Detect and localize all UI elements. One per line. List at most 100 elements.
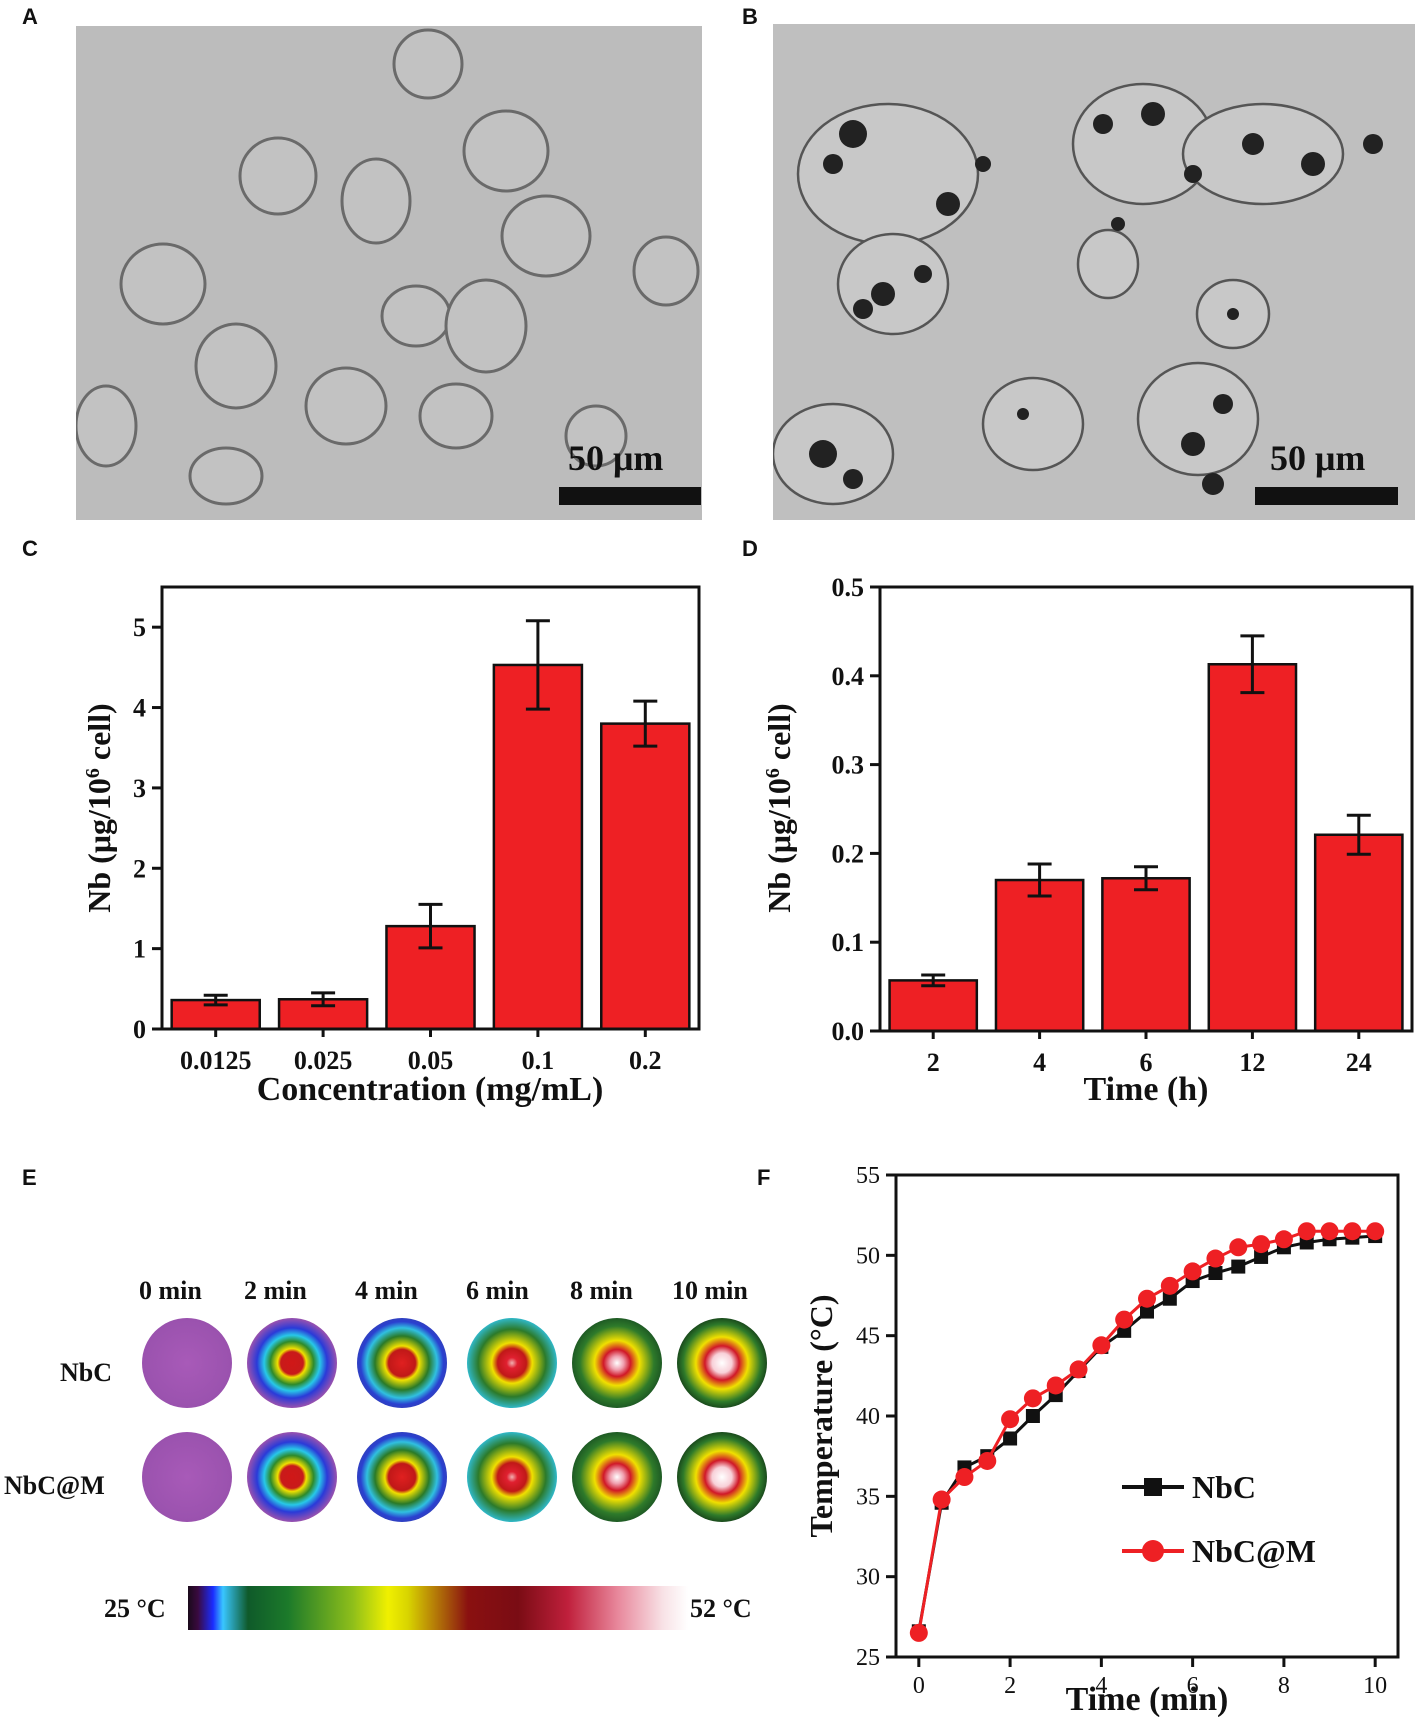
f-point-1-10 [1138, 1289, 1156, 1308]
chart-d-ylabel: Nb (μg/106 cell) [761, 703, 797, 912]
f-point-0-10 [1140, 1304, 1154, 1319]
c-ytick-label-3: 3 [133, 774, 146, 803]
chart-c-xlabel: Concentration (mg/mL) [257, 1071, 604, 1108]
chart-d-ylabel-tail: cell) [761, 703, 797, 768]
chart-f-frame [894, 1173, 1400, 1659]
panel-letter-f: F [757, 1165, 771, 1190]
c-ytick-label-5: 5 [133, 613, 146, 642]
chart-c: 0 1 2 3 4 5 0.0125 0.025 0.05 0.1 0.2 Concentrati… [81, 585, 701, 1108]
f-ytick-label-1: 30 [856, 1565, 880, 1591]
c-ytick-label-2: 2 [133, 854, 146, 883]
f-point-0-11 [1162, 1291, 1177, 1306]
chart-c-ylabel: Nb (μg/106 cell) [81, 703, 117, 912]
thermal-row-nbc [142, 1318, 767, 1408]
d-ytick-label-5: 0.5 [832, 573, 865, 602]
c-xtick-label-4: 0.2 [629, 1046, 662, 1075]
f-point-0-15 [1254, 1249, 1269, 1264]
chart-f-yticks-group: 25 30 35 40 45 50 55 [856, 1163, 896, 1671]
d-ytick-label-1: 0.1 [832, 928, 865, 957]
thermal-row-nbc-m [142, 1432, 767, 1522]
chart-f-xlabel: Time (min) [1066, 1681, 1229, 1717]
f-point-1-16 [1274, 1230, 1293, 1249]
f-ytick-label-0: 25 [856, 1645, 880, 1671]
chart-d-yticks-group: 0.0 0.1 0.2 0.3 0.4 0.5 [832, 573, 880, 1046]
f-point-1-4 [1001, 1410, 1020, 1429]
chart-d-frame [878, 585, 1414, 1033]
chart-c-frame [160, 585, 701, 1031]
c-errorbar-4 [633, 699, 658, 748]
f-ytick-label-2: 35 [856, 1484, 880, 1510]
row-label-nbc-m: NbC@M [4, 1471, 105, 1500]
f-point-1-9 [1115, 1310, 1134, 1329]
thermal-wells [142, 1318, 767, 1522]
time-label-4: 4 min [355, 1276, 418, 1305]
d-xtick-label-1: 4 [1033, 1048, 1046, 1077]
d-bar-4 [1313, 833, 1404, 1033]
micrograph-a [76, 26, 702, 520]
d-xtick-label-3: 12 [1239, 1048, 1265, 1077]
chart-f-series-group [909, 1222, 1385, 1642]
f-legend-label-1: NbC@M [1192, 1533, 1316, 1569]
row-label-nbc: NbC [60, 1358, 113, 1387]
c-bar-4 [600, 722, 691, 1031]
f-ytick-label-5: 50 [856, 1243, 880, 1269]
d-errorbar-4 [1346, 813, 1371, 856]
c-errorbar-2 [418, 902, 443, 950]
f-point-1-18 [1320, 1222, 1339, 1241]
f-point-1-8 [1092, 1336, 1111, 1355]
chart-d-bars-group [888, 663, 1404, 1033]
d-bar-2 [1101, 877, 1191, 1033]
f-point-1-2 [955, 1468, 974, 1487]
f-point-1-14 [1229, 1238, 1248, 1257]
chart-d-xlabel: Time (h) [1084, 1071, 1209, 1108]
panel-letter-e: E [22, 1165, 37, 1190]
time-label-0: 0 min [139, 1276, 202, 1305]
c-ytick-label-1: 1 [133, 935, 146, 964]
chart-d: 0.00.10.20.30.40.5 2 4 6 12 24 Time (h) Nb (… [761, 573, 1414, 1108]
f-xtick-label-2: 4 [1095, 1673, 1107, 1699]
chart-d-xticks-group: 2 4 6 12 24 [927, 1031, 1372, 1077]
f-legend-item-0: NbC [1122, 1469, 1256, 1505]
f-ytick-label-6: 55 [856, 1163, 880, 1189]
c-errorbar-1 [311, 991, 336, 1008]
d-ytick-label-0: 0.0 [832, 1017, 865, 1046]
scale-bar-a [559, 487, 701, 505]
scale-bar-b [1255, 487, 1398, 505]
chart-c-bars-group [170, 663, 691, 1031]
panel-letter-c: C [22, 536, 38, 561]
panel-letter-d: D [742, 536, 758, 561]
f-point-1-3 [978, 1451, 997, 1470]
f-ytick-label-3: 40 [856, 1404, 880, 1430]
f-legend-label-0: NbC [1192, 1469, 1256, 1505]
micrograph-b [773, 24, 1415, 520]
f-legend-item-1: NbC@M [1122, 1533, 1316, 1569]
d-ytick-label-3: 0.3 [832, 751, 865, 780]
time-label-2: 2 min [244, 1276, 307, 1305]
f-point-0-14 [1231, 1259, 1246, 1274]
d-ytick-label-2: 0.2 [832, 839, 865, 868]
chart-c-ylabel-sup: 6 [82, 768, 104, 778]
temperature-colorbar [188, 1586, 688, 1630]
chart-c-yticks-group: 0 1 2 3 4 5 [133, 613, 162, 1044]
panel-letter-a: A [22, 4, 38, 29]
f-point-1-6 [1046, 1376, 1065, 1395]
chart-c-errors-group [203, 619, 658, 1008]
chart-f-xticks-group: 0 2 4 6 8 10 [913, 1657, 1387, 1699]
c-ytick-label-4: 4 [133, 694, 146, 723]
f-point-0-4 [1003, 1431, 1018, 1446]
time-label-8: 8 min [570, 1276, 633, 1305]
chart-c-ylabel-tail: cell) [81, 703, 117, 768]
c-bar-3 [492, 663, 584, 1031]
f-point-1-20 [1366, 1222, 1385, 1241]
f-point-1-15 [1252, 1235, 1271, 1254]
c-errorbar-0 [203, 993, 228, 1007]
f-point-0-13 [1208, 1266, 1223, 1281]
panel-letter-b: B [742, 4, 758, 29]
d-bar-0 [888, 979, 979, 1033]
f-point-0-5 [1025, 1409, 1040, 1423]
f-xtick-label-0: 0 [913, 1673, 925, 1699]
f-xtick-label-1: 2 [1004, 1673, 1016, 1699]
c-xtick-label-0: 0.0125 [180, 1046, 252, 1075]
f-point-1-11 [1160, 1276, 1179, 1295]
f-point-1-1 [932, 1490, 951, 1509]
